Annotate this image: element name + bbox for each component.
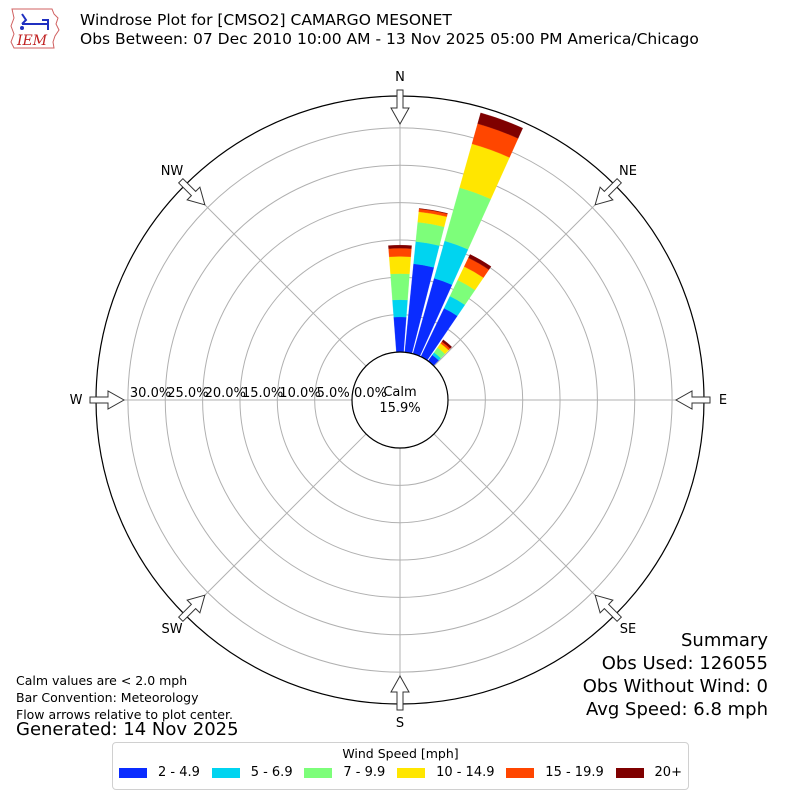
flow-arrow-icon — [177, 177, 206, 206]
windrose-bar-segment — [389, 256, 411, 275]
windrose-bar-segment — [392, 299, 408, 318]
title-line-1: Windrose Plot for [CMSO2] CAMARGO MESONE… — [80, 11, 452, 29]
title-line-2: Obs Between: 07 Dec 2010 10:00 AM - 13 N… — [80, 30, 699, 48]
arrows-note: Flow arrows relative to plot center. — [16, 707, 233, 722]
calm-circle — [351, 351, 449, 449]
windrose-bar-segment — [388, 248, 412, 257]
legend: Wind Speed [mph] 2 - 4.9 5 - 6.9 7 - 9.9… — [112, 742, 689, 790]
summary-block: Summary Obs Used: 126055 Obs Without Win… — [583, 629, 768, 721]
radial-tick-label: 20.0% — [205, 386, 246, 401]
radial-tick-label: 15.0% — [242, 386, 283, 401]
grid-spoke — [184, 184, 367, 367]
windrose-bar-segment — [468, 254, 492, 270]
legend-items: 2 - 4.9 5 - 6.9 7 - 9.9 10 - 14.9 15 - 1… — [113, 761, 688, 780]
flow-arrow-icon — [390, 89, 410, 126]
windrose-bar-segment — [388, 245, 412, 249]
legend-item: 15 - 19.9 — [506, 765, 604, 780]
notes-block: Calm values are < 2.0 mph Bar Convention… — [16, 672, 233, 723]
legend-item: 10 - 14.9 — [397, 765, 495, 780]
flow-arrow-icon — [594, 177, 623, 206]
direction-label-s: S — [396, 716, 404, 731]
windrose-bar-segment — [418, 208, 448, 214]
legend-swatch — [304, 767, 333, 778]
grid-spoke — [433, 433, 616, 616]
legend-swatch — [397, 767, 426, 778]
flow-arrow-icon — [674, 390, 711, 410]
generated-date: Generated: 14 Nov 2025 — [16, 719, 239, 740]
direction-label-sw: SW — [161, 622, 182, 637]
flow-arrow-icon — [89, 390, 126, 410]
legend-title: Wind Speed [mph] — [342, 746, 459, 761]
windrose-bar-segment — [444, 187, 491, 250]
direction-label-e: E — [719, 393, 727, 408]
obs-used: Obs Used: 126055 — [601, 653, 768, 674]
radial-tick-label: 25.0% — [167, 386, 208, 401]
iem-logo: IEM — [10, 8, 60, 49]
convention-note: Bar Convention: Meteorology — [16, 690, 199, 705]
legend-swatch — [119, 767, 147, 778]
grid-spoke — [433, 184, 616, 367]
calm-value: 15.9% — [379, 401, 420, 416]
grid-spoke — [184, 433, 367, 616]
windrose-bar-segment — [390, 273, 410, 301]
calm-note: Calm values are < 2.0 mph — [16, 673, 188, 688]
legend-swatch — [211, 767, 240, 778]
flow-arrow-icon — [390, 674, 410, 711]
windrose-bar-segment — [477, 112, 523, 139]
radial-tick-label: 5.0% — [317, 386, 350, 401]
windrose-bar-segment — [413, 241, 440, 268]
radial-tick-label: 30.0% — [130, 386, 171, 401]
summary-title: Summary — [681, 630, 768, 651]
radial-tick-label: 10.0% — [279, 386, 320, 401]
radial-tick-label: 0.0% — [354, 386, 387, 401]
direction-label-ne: NE — [619, 164, 637, 179]
legend-swatch — [506, 767, 535, 778]
direction-label-nw: NW — [161, 164, 184, 179]
flow-arrow-icon — [177, 594, 206, 623]
direction-label-n: N — [395, 70, 405, 85]
chart-title: Windrose Plot for [CMSO2] CAMARGO MESONE… — [80, 11, 699, 49]
calm-label: Calm — [383, 385, 416, 400]
direction-label-se: SE — [620, 622, 636, 637]
direction-label-w: W — [70, 393, 83, 408]
svg-text:IEM: IEM — [16, 33, 48, 49]
windrose-bar-segment — [441, 339, 452, 349]
flow-arrow-icon — [594, 594, 623, 623]
legend-swatch — [615, 767, 644, 778]
avg-speed: Avg Speed: 6.8 mph — [586, 699, 768, 720]
legend-item: 7 - 9.9 — [304, 765, 385, 780]
legend-item: 2 - 4.9 — [119, 765, 200, 780]
legend-item: 5 - 6.9 — [211, 765, 293, 780]
legend-item: 20+ — [615, 765, 682, 780]
obs-without-wind: Obs Without Wind: 0 — [582, 676, 768, 697]
windrose-bar-segment — [393, 316, 407, 353]
